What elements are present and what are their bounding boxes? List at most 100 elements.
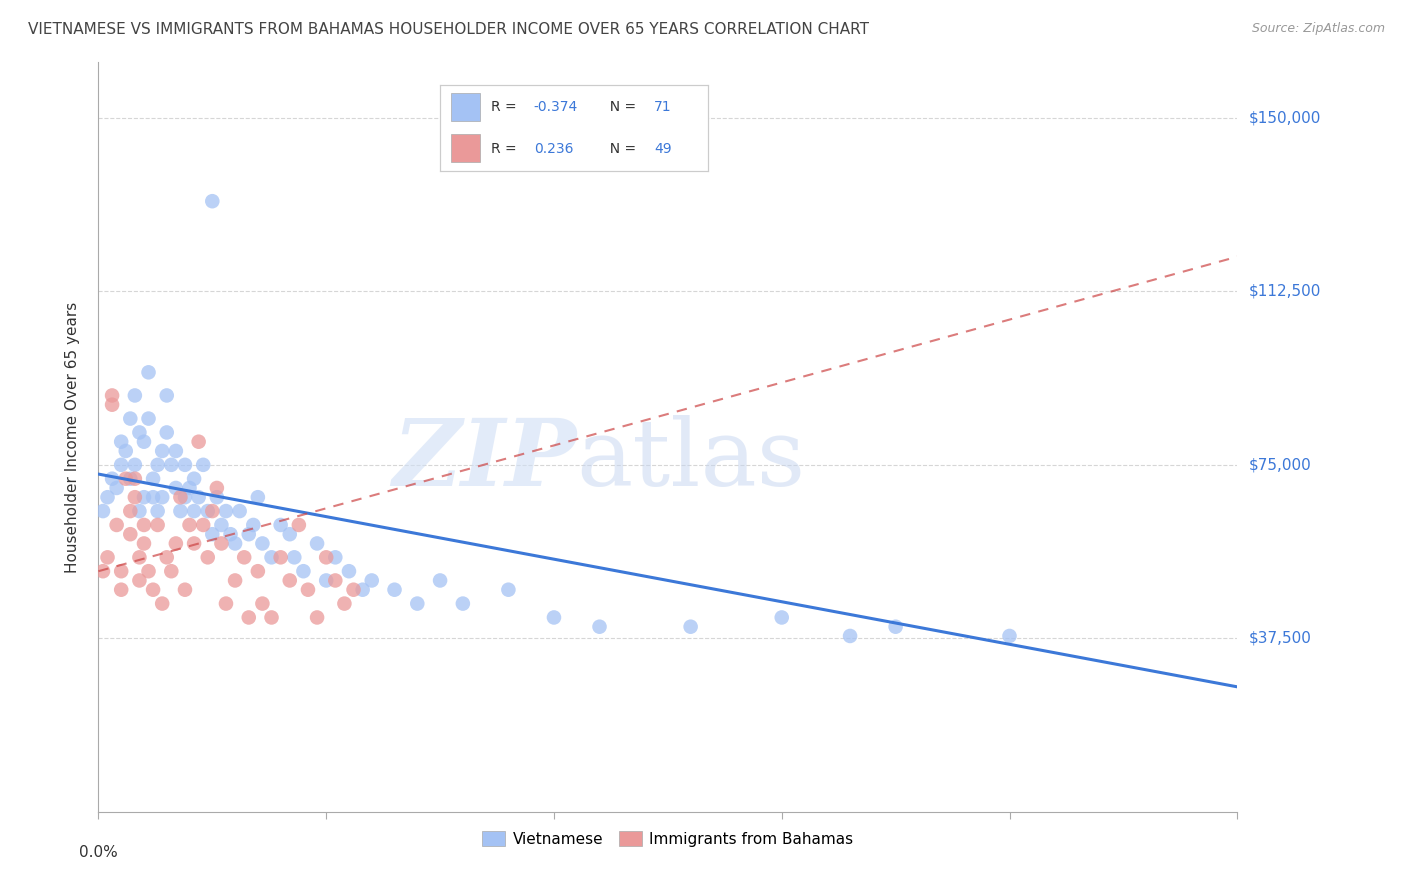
Point bbox=[238, 527, 260, 541]
Point bbox=[150, 597, 173, 611]
Point bbox=[352, 582, 374, 597]
Point bbox=[288, 518, 311, 533]
Point bbox=[179, 481, 201, 495]
Text: ZIP: ZIP bbox=[392, 415, 576, 505]
Point bbox=[142, 582, 165, 597]
Point bbox=[406, 597, 429, 611]
Point bbox=[183, 536, 205, 550]
Point bbox=[142, 490, 165, 504]
Point bbox=[174, 458, 197, 472]
Point bbox=[201, 527, 224, 541]
Point bbox=[146, 518, 169, 533]
Text: $112,500: $112,500 bbox=[1249, 284, 1320, 299]
Point bbox=[323, 574, 346, 588]
Text: $37,500: $37,500 bbox=[1249, 631, 1312, 646]
Point bbox=[260, 550, 283, 565]
Point bbox=[124, 490, 146, 504]
Point bbox=[160, 458, 183, 472]
Point bbox=[114, 472, 136, 486]
Point bbox=[174, 582, 197, 597]
Point bbox=[150, 490, 173, 504]
Point bbox=[205, 490, 228, 504]
Text: VIETNAMESE VS IMMIGRANTS FROM BAHAMAS HOUSEHOLDER INCOME OVER 65 YEARS CORRELATI: VIETNAMESE VS IMMIGRANTS FROM BAHAMAS HO… bbox=[28, 22, 869, 37]
Point bbox=[588, 620, 610, 634]
Point bbox=[156, 550, 179, 565]
Point bbox=[142, 472, 165, 486]
Point bbox=[315, 550, 337, 565]
Point bbox=[215, 504, 238, 518]
Point bbox=[160, 564, 183, 578]
Point bbox=[138, 564, 160, 578]
Point bbox=[201, 504, 224, 518]
Text: Source: ZipAtlas.com: Source: ZipAtlas.com bbox=[1251, 22, 1385, 36]
Point bbox=[278, 527, 301, 541]
Text: 0.0%: 0.0% bbox=[79, 846, 118, 861]
Point bbox=[169, 490, 191, 504]
Point bbox=[242, 518, 264, 533]
Point bbox=[146, 458, 169, 472]
Point bbox=[205, 481, 228, 495]
Point bbox=[337, 564, 360, 578]
Point bbox=[315, 574, 337, 588]
Point bbox=[101, 472, 124, 486]
Point bbox=[183, 472, 205, 486]
Point bbox=[165, 444, 187, 458]
Point bbox=[132, 434, 155, 449]
Point bbox=[197, 550, 219, 565]
Point bbox=[360, 574, 382, 588]
Point bbox=[120, 527, 142, 541]
Point bbox=[187, 490, 209, 504]
Point bbox=[101, 398, 124, 412]
Point bbox=[197, 504, 219, 518]
Legend: Vietnamese, Immigrants from Bahamas: Vietnamese, Immigrants from Bahamas bbox=[477, 824, 859, 853]
Point bbox=[252, 536, 274, 550]
Point bbox=[156, 425, 179, 440]
Point bbox=[839, 629, 862, 643]
Text: $75,000: $75,000 bbox=[1249, 458, 1312, 473]
Point bbox=[124, 472, 146, 486]
Point bbox=[323, 550, 346, 565]
Point bbox=[884, 620, 907, 634]
Point bbox=[169, 504, 191, 518]
Point bbox=[96, 550, 118, 565]
Point bbox=[132, 518, 155, 533]
Point bbox=[307, 536, 329, 550]
Point bbox=[128, 550, 150, 565]
Point bbox=[110, 434, 132, 449]
Point bbox=[124, 458, 146, 472]
Point bbox=[132, 490, 155, 504]
Point bbox=[183, 504, 205, 518]
Point bbox=[246, 564, 269, 578]
Point bbox=[224, 574, 246, 588]
Point bbox=[342, 582, 364, 597]
Point bbox=[307, 610, 329, 624]
Point bbox=[498, 582, 520, 597]
Point bbox=[110, 564, 132, 578]
Point bbox=[283, 550, 305, 565]
Point bbox=[124, 388, 146, 402]
Point bbox=[238, 610, 260, 624]
Point bbox=[260, 610, 283, 624]
Point bbox=[270, 518, 292, 533]
Point bbox=[105, 481, 128, 495]
Point bbox=[998, 629, 1021, 643]
Point bbox=[165, 481, 187, 495]
Point bbox=[770, 610, 793, 624]
Point bbox=[174, 490, 197, 504]
Y-axis label: Householder Income Over 65 years: Householder Income Over 65 years bbox=[65, 301, 80, 573]
Point bbox=[128, 504, 150, 518]
Point bbox=[193, 518, 215, 533]
Point bbox=[187, 434, 209, 449]
Point bbox=[132, 536, 155, 550]
Point bbox=[233, 550, 256, 565]
Point bbox=[209, 536, 232, 550]
Point bbox=[138, 411, 160, 425]
Point bbox=[156, 388, 179, 402]
Point bbox=[165, 536, 187, 550]
Point bbox=[297, 582, 319, 597]
Point bbox=[193, 458, 215, 472]
Point bbox=[105, 518, 128, 533]
Point bbox=[278, 574, 301, 588]
Point bbox=[384, 582, 406, 597]
Point bbox=[246, 490, 269, 504]
